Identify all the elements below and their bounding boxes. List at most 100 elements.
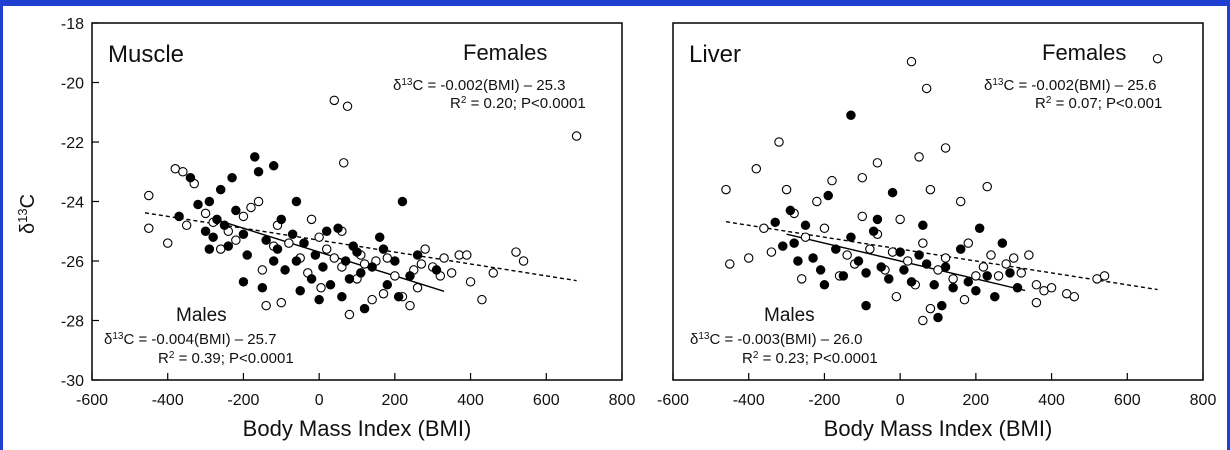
muscle-male-point bbox=[321, 226, 332, 237]
liver-female-point bbox=[978, 262, 989, 272]
liver-x-tick-label: -400 bbox=[733, 392, 765, 409]
muscle-ticks: -600 -400 -200 0 200 400 600 800 -30 -28 -26 -24 -22… bbox=[61, 16, 636, 409]
liver-female-point bbox=[895, 214, 905, 225]
muscle-female-point bbox=[518, 256, 529, 266]
liver-female-point bbox=[902, 256, 913, 266]
muscle-female-point bbox=[416, 259, 427, 269]
liver-females-label: Females bbox=[1042, 40, 1126, 65]
muscle-male-point bbox=[356, 268, 366, 278]
liver-panel-title: Liver bbox=[689, 41, 741, 68]
muscle-male-point bbox=[367, 262, 377, 272]
muscle-male-point bbox=[268, 256, 279, 266]
muscle-female-point bbox=[144, 190, 154, 201]
liver-female-point bbox=[940, 143, 951, 153]
muscle-male-point bbox=[204, 196, 215, 207]
muscle-male-point bbox=[374, 232, 385, 242]
muscle-panel-title: Muscle bbox=[108, 41, 184, 68]
liver-male-point bbox=[974, 223, 985, 234]
muscle-x-tick-label: 0 bbox=[315, 392, 324, 409]
liver-male-point bbox=[990, 291, 1000, 302]
muscle-female-point bbox=[378, 288, 389, 299]
muscle-female-point bbox=[316, 283, 326, 293]
liver-male-point bbox=[800, 220, 811, 231]
muscle-male-point bbox=[257, 283, 268, 293]
muscle-female-point bbox=[231, 235, 241, 245]
muscle-female-point bbox=[162, 238, 173, 248]
muscle-male-point bbox=[393, 291, 404, 302]
liver-female-point bbox=[918, 315, 928, 326]
muscle-male-point bbox=[352, 247, 362, 257]
liver-x-tick-label: -200 bbox=[808, 392, 840, 409]
liver-female-point bbox=[959, 294, 970, 305]
muscle-female-point bbox=[462, 250, 472, 260]
muscle-female-point bbox=[257, 265, 268, 275]
muscle-female-point bbox=[488, 268, 499, 278]
muscle-male-point bbox=[185, 172, 196, 183]
liver-female-point bbox=[1031, 280, 1042, 290]
liver-male-point bbox=[997, 238, 1008, 248]
muscle-female-point bbox=[253, 196, 264, 207]
muscle-male-point bbox=[378, 244, 389, 254]
muscle-female-point bbox=[446, 268, 457, 278]
muscle-x-tick-label: -200 bbox=[227, 392, 259, 409]
muscle-male-point bbox=[193, 199, 203, 210]
muscle-female-point bbox=[420, 244, 430, 254]
liver-female-point bbox=[721, 184, 731, 195]
muscle-female-point bbox=[571, 131, 582, 141]
liver-male-point bbox=[921, 259, 932, 269]
muscle-female-point bbox=[276, 297, 287, 308]
muscle-female-point bbox=[338, 158, 349, 168]
muscle-male-point bbox=[238, 277, 249, 287]
muscle-female-point bbox=[367, 294, 377, 305]
liver-ticks: -600 -400 -200 0 200 400 600 800 bbox=[657, 373, 1216, 409]
liver-female-point bbox=[918, 238, 928, 248]
liver-female-point bbox=[819, 223, 830, 234]
liver-x-tick-label: 200 bbox=[963, 392, 990, 409]
panel-liver: -600 -400 -200 0 200 400 600 800 Liver Females … bbox=[657, 22, 1216, 441]
liver-male-point bbox=[937, 300, 947, 311]
muscle-male-point bbox=[223, 241, 234, 251]
muscle-male-point bbox=[325, 280, 336, 290]
muscle-male-point bbox=[212, 214, 222, 225]
liver-male-point bbox=[853, 256, 864, 266]
muscle-female-point bbox=[284, 238, 294, 248]
muscle-male-point bbox=[204, 244, 215, 254]
muscle-y-tick-label: -30 bbox=[61, 373, 84, 390]
muscle-female-point bbox=[238, 211, 249, 222]
liver-female-point bbox=[842, 250, 852, 260]
liver-male-point bbox=[819, 280, 830, 290]
muscle-female-point bbox=[329, 95, 340, 106]
liver-female-point bbox=[781, 184, 792, 195]
muscle-data-points bbox=[144, 95, 582, 320]
muscle-y-tick-label: -28 bbox=[61, 314, 84, 331]
muscle-female-point bbox=[181, 220, 192, 231]
muscle-female-point bbox=[329, 253, 340, 263]
liver-plot-frame bbox=[672, 22, 1204, 381]
liver-male-point bbox=[940, 262, 951, 272]
muscle-male-point bbox=[359, 303, 370, 314]
liver-female-point bbox=[743, 253, 754, 263]
muscle-male-point bbox=[291, 256, 302, 266]
muscle-male-point bbox=[242, 250, 252, 260]
muscle-female-point bbox=[412, 283, 423, 293]
muscle-x-tick-label: 400 bbox=[457, 392, 484, 409]
liver-male-point bbox=[1012, 283, 1023, 293]
muscle-male-point bbox=[299, 238, 309, 248]
panel-muscle: -600 -400 -200 0 200 400 600 800 -30 -28 -26 -24 -22… bbox=[15, 16, 636, 441]
liver-female-point bbox=[857, 172, 868, 183]
muscle-male-point bbox=[333, 223, 343, 234]
muscle-male-point bbox=[310, 250, 321, 260]
figure-top-border bbox=[0, 0, 1230, 6]
muscle-male-point bbox=[231, 205, 241, 216]
liver-male-point bbox=[876, 262, 886, 272]
muscle-male-point bbox=[261, 235, 271, 245]
muscle-female-point bbox=[178, 167, 188, 177]
liver-x-tick-label: -600 bbox=[657, 392, 689, 409]
liver-male-point bbox=[955, 244, 966, 254]
liver-x-tick-label: 800 bbox=[1190, 392, 1217, 409]
muscle-male-point bbox=[208, 232, 218, 242]
liver-x-axis-label: Body Mass Index (BMI) bbox=[824, 416, 1053, 441]
muscle-male-point bbox=[238, 229, 249, 239]
liver-male-point bbox=[778, 241, 788, 251]
muscle-male-point bbox=[314, 294, 324, 305]
